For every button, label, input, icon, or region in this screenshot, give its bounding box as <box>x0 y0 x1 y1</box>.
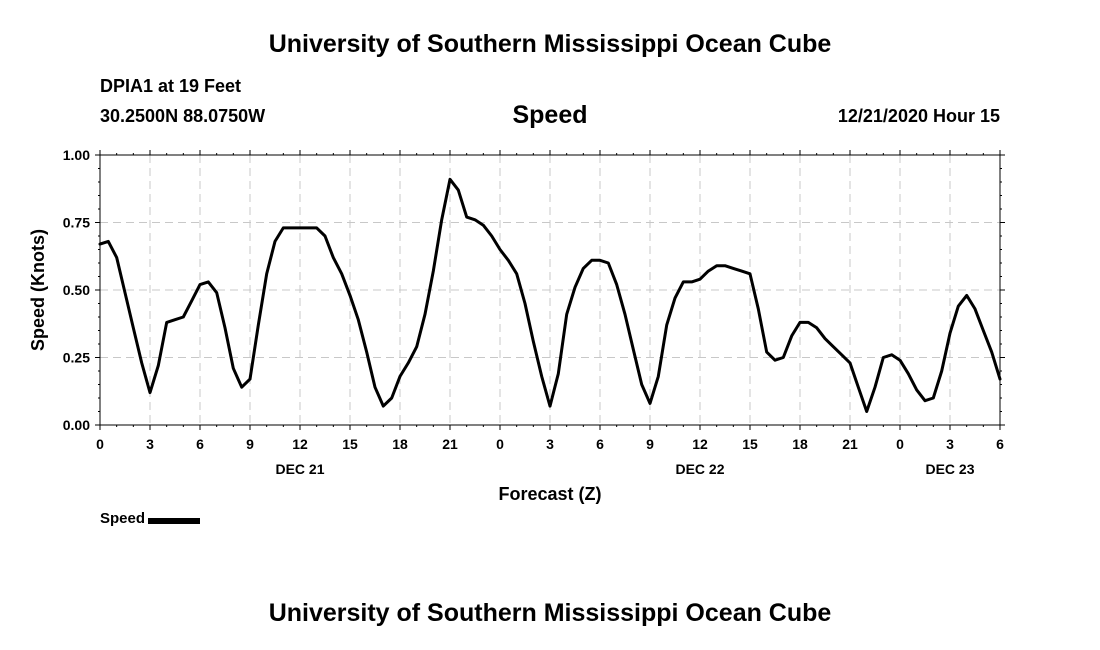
x-tick-label: 15 <box>742 436 758 452</box>
x-tick-label: 3 <box>546 436 554 452</box>
x-axis-title: Forecast (Z) <box>498 484 601 504</box>
x-tick-label: 6 <box>596 436 604 452</box>
date-label: DEC 21 <box>275 461 324 477</box>
x-tick-label: 3 <box>946 436 954 452</box>
x-tick-label: 9 <box>646 436 654 452</box>
x-tick-label: 3 <box>146 436 154 452</box>
page-title: University of Southern Mississippi Ocean… <box>268 30 832 58</box>
x-tick-label: 6 <box>996 436 1004 452</box>
datetime-label: 12/21/2020 Hour 15 <box>837 106 1000 126</box>
plot-frame <box>99 154 1001 426</box>
date-label: DEC 23 <box>925 461 974 477</box>
y-tick-label: 1.00 <box>63 147 90 163</box>
date-label: DEC 22 <box>675 461 724 477</box>
x-tick-label: 15 <box>342 436 358 452</box>
x-tick-label: 9 <box>246 436 254 452</box>
x-tick-label: 18 <box>792 436 808 452</box>
y-tick-label: 0.25 <box>63 350 90 366</box>
x-tick-label: 0 <box>896 436 904 452</box>
x-tick-label: 12 <box>292 436 308 452</box>
x-tick-label: 18 <box>392 436 408 452</box>
footer-title: University of Southern Mississippi Ocean… <box>268 599 832 627</box>
x-tick-label: 6 <box>196 436 204 452</box>
legend: Speed <box>100 510 201 527</box>
legend-label: Speed <box>100 510 146 527</box>
tick-labels: 0.00 0.25 0.50 0.75 1.00 0 3 6 9 12 15 18 21 0 3 6 9 12 15… <box>63 147 1004 477</box>
x-tick-label: 21 <box>442 436 458 452</box>
grid <box>100 155 1000 425</box>
y-tick-label: 0.50 <box>63 282 90 298</box>
x-tick-label: 12 <box>692 436 708 452</box>
y-axis-title: Speed (Knots) <box>28 229 48 351</box>
x-tick-label: 21 <box>842 436 858 452</box>
chart-title: Speed <box>512 101 588 129</box>
x-tick-label: 0 <box>496 436 504 452</box>
coordinates-label: 30.2500N 88.0750W <box>100 106 266 126</box>
legend-swatch <box>148 517 201 524</box>
station-label: DPIA1 at 19 Feet <box>100 76 242 96</box>
speed-series-line <box>98 177 1002 413</box>
y-tick-label: 0.00 <box>63 417 90 433</box>
x-tick-label: 0 <box>96 436 104 452</box>
y-tick-label: 0.75 <box>63 215 90 231</box>
